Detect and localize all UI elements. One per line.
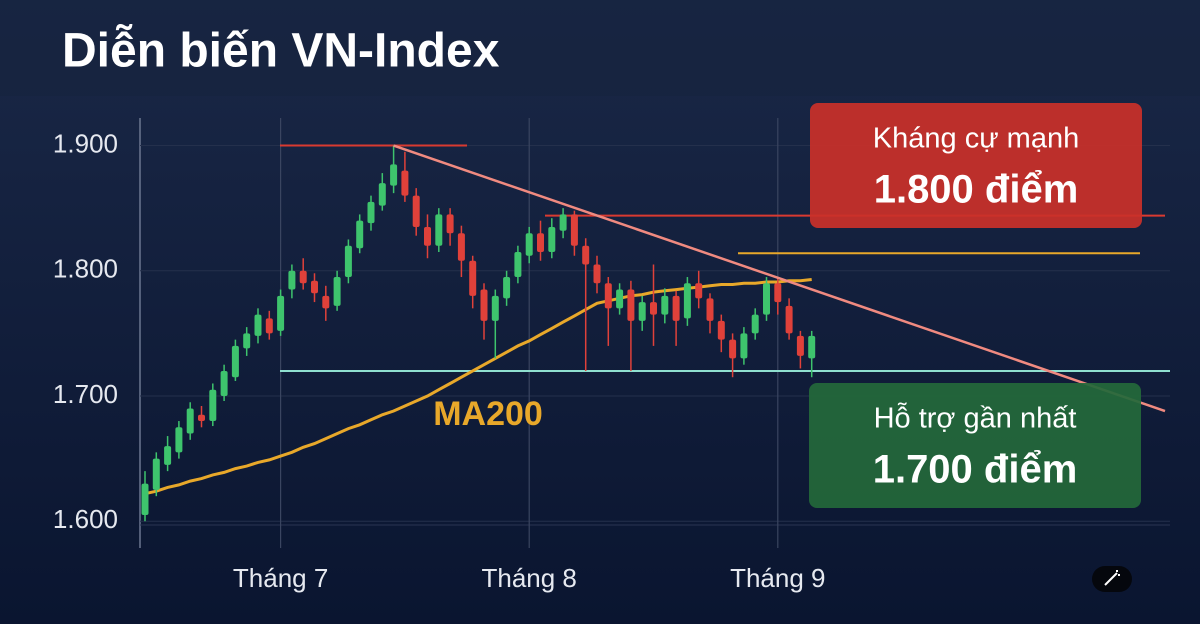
- candle-body: [683, 283, 691, 319]
- candle-body: [435, 214, 443, 246]
- header-band: [0, 0, 1200, 96]
- candle-body: [763, 283, 770, 315]
- candle-body: [751, 314, 759, 334]
- candle-body: [570, 214, 578, 246]
- candle-body: [796, 335, 804, 356]
- annotation-box: [809, 383, 1141, 508]
- candle-body: [559, 214, 567, 231]
- candle-body: [638, 302, 646, 321]
- plot: 1.600 1.700 1.800 1.900 Tháng 7 Tháng 8 Tháng …: [53, 103, 1170, 593]
- candle-body: [367, 201, 375, 224]
- candle-body: [661, 295, 669, 315]
- candle-body: [288, 270, 296, 290]
- candle-body: [457, 233, 465, 261]
- candle-body: [299, 270, 307, 284]
- candle-body: [390, 164, 398, 186]
- wand-icon: [1104, 570, 1120, 586]
- candle-body: [378, 183, 386, 206]
- candle-body: [627, 289, 635, 321]
- candle-body: [729, 339, 737, 359]
- annotation-value: 1.700 điểm: [873, 448, 1078, 492]
- annotation-title: Kháng cự mạnh: [873, 123, 1079, 155]
- candle-body: [706, 298, 714, 321]
- candle-body: [650, 302, 657, 315]
- candle-body: [175, 427, 183, 453]
- candle-body: [243, 333, 251, 349]
- candle-body: [220, 370, 228, 396]
- candle-body: [164, 446, 172, 465]
- candle-body: [717, 320, 725, 340]
- candle-body: [344, 245, 352, 278]
- candle-body: [503, 277, 511, 299]
- y-tick-label: 1.600: [53, 504, 118, 534]
- candle-body: [198, 414, 205, 422]
- candle-body: [277, 295, 285, 331]
- candle-body: [548, 226, 556, 252]
- x-tick-label: Tháng 8: [481, 563, 576, 593]
- candle-body: [616, 289, 624, 309]
- candle-body: [265, 318, 273, 334]
- candle-body: [446, 214, 454, 234]
- annotation-box: [810, 103, 1142, 228]
- candle-body: [695, 283, 703, 299]
- candle-body: [231, 345, 239, 378]
- candle-body: [514, 251, 522, 278]
- chart-title: Diễn biến VN-Index: [62, 24, 500, 78]
- candle-body: [525, 233, 533, 256]
- annotation-title: Hỗ trợ gần nhất: [874, 402, 1077, 435]
- y-tick-label: 1.900: [53, 128, 118, 158]
- candle-body: [785, 305, 793, 334]
- ma-label: MA200: [433, 395, 543, 433]
- candle-body: [593, 264, 601, 284]
- candle-body: [333, 277, 341, 306]
- candle-body: [209, 389, 217, 422]
- candle-body: [141, 483, 149, 515]
- candle-body: [152, 458, 160, 490]
- candle-body: [186, 408, 194, 434]
- candle-body: [254, 314, 262, 336]
- x-tick-label: Tháng 9: [730, 563, 825, 593]
- candle-body: [582, 245, 590, 265]
- candle-body: [322, 295, 330, 309]
- y-tick-label: 1.800: [53, 254, 118, 284]
- trend-line: [393, 144, 1166, 413]
- candle-body: [311, 280, 318, 294]
- candle-body: [424, 226, 431, 246]
- candle-body: [537, 233, 544, 252]
- x-tick-label: Tháng 7: [233, 563, 328, 593]
- candle-body: [672, 295, 680, 321]
- candle-body: [469, 260, 477, 296]
- candle-body: [356, 220, 364, 249]
- candle-body: [604, 283, 612, 309]
- candle-body: [774, 283, 782, 303]
- candle-body: [401, 170, 409, 196]
- candle-body: [480, 289, 488, 321]
- candle-body: [491, 295, 499, 321]
- candle-body: [412, 195, 420, 227]
- candle-body: [808, 335, 816, 359]
- y-tick-label: 1.700: [53, 379, 118, 409]
- annotation-value: 1.800 điểm: [874, 168, 1079, 212]
- candle-body: [740, 333, 748, 359]
